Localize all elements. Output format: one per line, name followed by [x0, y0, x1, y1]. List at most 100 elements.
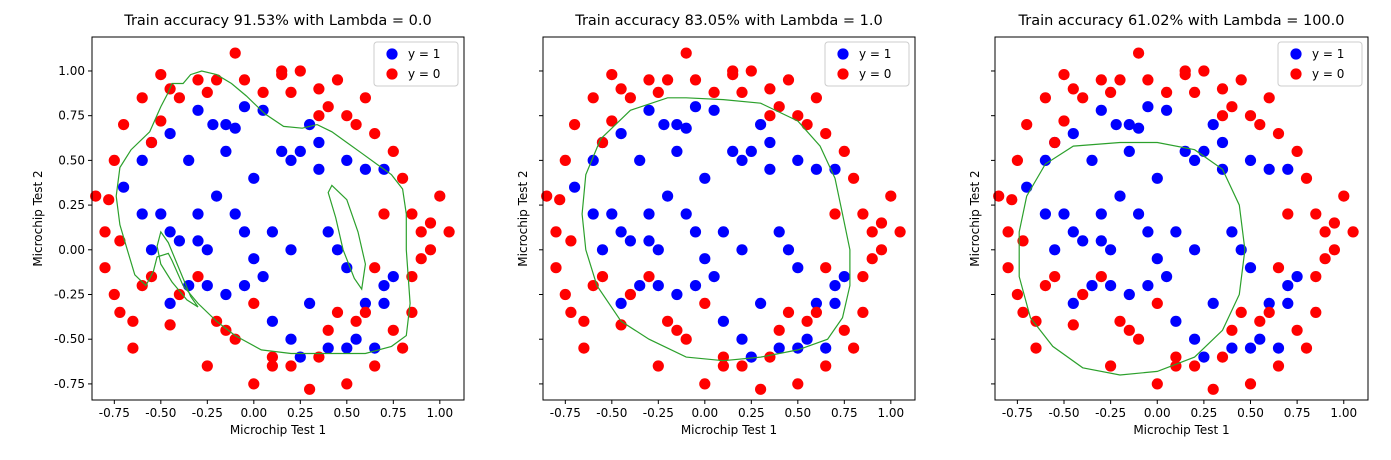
- data-point: [192, 271, 204, 283]
- data-point: [1207, 119, 1219, 131]
- data-point: [285, 154, 297, 166]
- data-point: [1105, 280, 1117, 292]
- data-point: [136, 92, 148, 104]
- data-point: [1310, 271, 1322, 283]
- data-point: [1161, 271, 1173, 283]
- data-point: [220, 288, 232, 301]
- data-point: [341, 154, 353, 166]
- data-point: [1161, 86, 1173, 98]
- data-point: [689, 101, 702, 113]
- data-point: [717, 226, 730, 238]
- legend-label: y = 1: [408, 47, 440, 61]
- data-point: [257, 86, 269, 98]
- data-point: [848, 342, 860, 354]
- data-point: [727, 145, 739, 157]
- data-point: [1039, 280, 1051, 292]
- data-point: [643, 104, 655, 116]
- y-axis-label: Microchip Test 2: [516, 170, 530, 266]
- data-point: [1282, 280, 1294, 292]
- data-point: [1291, 145, 1303, 157]
- data-point: [294, 145, 306, 157]
- data-point: [1263, 297, 1275, 309]
- data-point: [773, 342, 785, 354]
- data-point: [1207, 383, 1219, 395]
- data-point: [792, 262, 804, 274]
- data-point: [569, 181, 581, 193]
- x-tick-label: 1.00: [426, 406, 453, 420]
- data-point: [810, 92, 823, 104]
- data-point: [238, 226, 251, 238]
- data-point: [238, 280, 251, 292]
- data-point: [624, 235, 637, 247]
- data-point: [680, 47, 692, 59]
- data-point: [1235, 74, 1247, 86]
- data-point: [434, 190, 446, 202]
- data-point: [359, 92, 371, 104]
- plot-frame: [91, 36, 465, 401]
- data-point: [1319, 226, 1331, 238]
- data-point: [652, 360, 664, 372]
- data-point: [857, 208, 869, 220]
- data-point: [680, 208, 692, 220]
- data-point: [1272, 262, 1285, 274]
- data-point: [1077, 288, 1089, 301]
- data-point: [192, 208, 204, 220]
- data-point: [341, 342, 353, 354]
- data-point: [652, 86, 664, 98]
- data-point: [114, 235, 126, 247]
- data-point: [397, 172, 409, 184]
- data-point: [1244, 154, 1257, 166]
- data-point: [1226, 226, 1238, 238]
- data-point: [773, 226, 785, 238]
- data-point: [201, 86, 213, 98]
- data-point: [652, 280, 664, 292]
- data-point: [1198, 145, 1210, 157]
- data-point: [285, 86, 297, 98]
- data-point: [127, 315, 139, 327]
- data-point: [238, 74, 251, 86]
- data-point: [671, 119, 683, 131]
- data-point: [331, 244, 344, 256]
- legend-marker: [386, 48, 398, 60]
- data-point: [1179, 65, 1191, 77]
- legend-marker: [386, 68, 398, 80]
- data-point: [782, 74, 795, 86]
- chart-panel-3: Train accuracy 61.02% with Lambda = 100.…: [968, 13, 1369, 437]
- legend: y = 1 y = 0: [824, 41, 910, 87]
- data-point: [1300, 172, 1313, 184]
- data-point: [257, 271, 269, 283]
- data-point: [885, 190, 897, 202]
- data-point: [114, 306, 126, 318]
- data-point: [173, 288, 185, 301]
- data-point: [810, 163, 823, 175]
- data-point: [304, 383, 316, 395]
- y-tick-label: 0.75: [58, 109, 85, 123]
- data-point: [1263, 92, 1275, 104]
- decision-boundary: [327, 184, 367, 291]
- data-point: [1067, 319, 1079, 331]
- data-point: [103, 194, 115, 206]
- data-point: [801, 119, 813, 131]
- data-point: [606, 208, 618, 220]
- data-point: [857, 306, 869, 318]
- data-point: [220, 119, 232, 131]
- data-point: [559, 154, 571, 166]
- data-point: [359, 297, 371, 309]
- data-point: [1058, 115, 1070, 127]
- legend-marker: [1290, 48, 1302, 60]
- data-point: [1123, 119, 1135, 131]
- data-point: [1067, 128, 1079, 140]
- x-axis-label: Microchip Test 1: [230, 423, 326, 437]
- y-tick-label: 0.25: [58, 198, 85, 212]
- legend-label: y = 1: [859, 47, 891, 61]
- data-point: [745, 65, 757, 77]
- data-point: [1263, 163, 1275, 175]
- data-point: [1282, 208, 1294, 220]
- data-point: [192, 235, 204, 247]
- data-point: [658, 119, 670, 131]
- data-point: [708, 86, 720, 98]
- data-point: [764, 136, 776, 149]
- data-point: [1151, 297, 1163, 309]
- data-point: [1263, 306, 1275, 318]
- data-point: [671, 145, 683, 157]
